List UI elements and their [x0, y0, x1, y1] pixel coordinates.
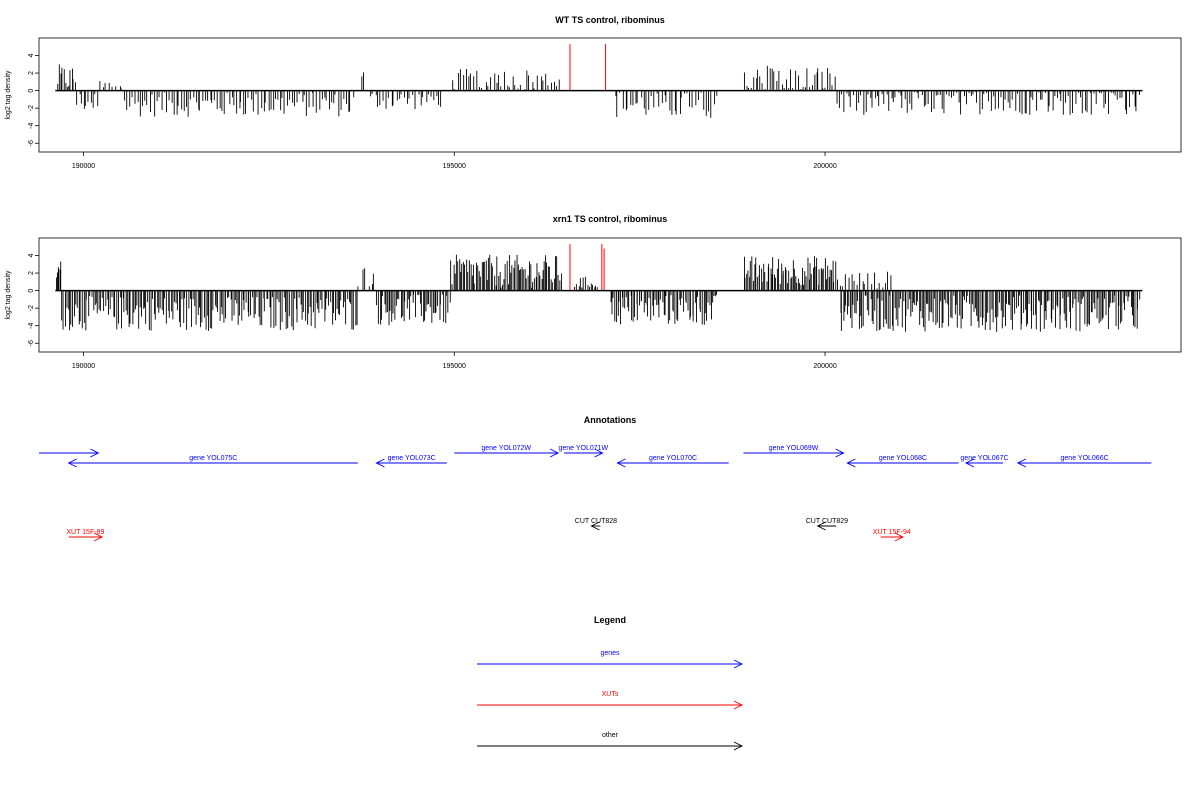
- y-axis: 4 2 0 -2 -4 -6: [28, 253, 39, 346]
- feature-label: CUT CUT829: [806, 518, 848, 525]
- arrow-head: [549, 448, 560, 458]
- arrow-head: [846, 458, 856, 468]
- x-tick-label: 195000: [443, 363, 466, 370]
- legend-item-label: genes: [600, 650, 620, 657]
- legend-item-label: XUTs: [602, 691, 619, 698]
- feature-other: CUT CUT829: [806, 518, 848, 531]
- density-bars: [57, 64, 1140, 118]
- legend-item: XUTs: [477, 691, 744, 710]
- arrow-head: [93, 532, 104, 542]
- arrow-head: [733, 659, 744, 669]
- panel-title: WT TS control, ribominus: [555, 15, 665, 25]
- y-tick-label: -2: [28, 305, 35, 311]
- arrow-head: [67, 458, 77, 468]
- feature-label: gene YOL072W: [481, 445, 531, 452]
- x-axis: 190000 195000 200000: [72, 352, 837, 370]
- arrow-head: [375, 458, 385, 468]
- x-axis: 190000 195000 200000: [72, 152, 837, 170]
- feature-label: gene YOL073C: [388, 455, 436, 462]
- feature-label: gene YOL069W: [769, 445, 819, 452]
- y-axis-label: log2 tag density: [5, 270, 12, 320]
- legend-title: Legend: [594, 615, 626, 625]
- arrow-head: [733, 700, 744, 710]
- y-tick-label: -4: [28, 322, 35, 328]
- highlight-bars: [569, 244, 605, 291]
- feature-label: gene YOL075C: [189, 455, 237, 462]
- plot-frame: [38, 37, 1182, 153]
- feature-label: gene YOL071W: [558, 445, 608, 452]
- y-axis-label: log2 tag density: [5, 70, 12, 120]
- arrow-head: [964, 458, 975, 468]
- feature-gene: gene YOL071W: [558, 445, 609, 458]
- feature-gene: gene YOL068C: [846, 455, 959, 468]
- y-axis: 4 2 0 -2 -4 -6: [28, 53, 39, 146]
- feature-gene: gene YOL067C: [960, 455, 1009, 468]
- feature-gene: gene YOL073C: [375, 455, 447, 468]
- density-bars: [56, 254, 1141, 332]
- feature-gene: gene YOL066C: [1016, 455, 1152, 468]
- x-tick-label: 200000: [813, 363, 836, 370]
- legend-item-label: other: [602, 732, 619, 739]
- feature-label: gene YOL068C: [879, 455, 927, 462]
- feature-gene: gene YOL072W: [454, 445, 560, 458]
- feature-label: gene YOL070C: [649, 455, 697, 462]
- feature-gene: gene YOL070C: [616, 455, 729, 468]
- legend-items: genes XUTs other: [477, 650, 744, 751]
- legend-item: genes: [477, 650, 744, 669]
- y-tick-label: -6: [28, 140, 35, 146]
- y-tick-label: -6: [28, 340, 35, 346]
- annotations-title: Annotations: [584, 415, 637, 425]
- y-tick-label: 2: [28, 271, 35, 275]
- feature-list: gene YOL075C gene YOL073C gene YOL072W gene…: [39, 445, 1152, 542]
- arrow-head: [816, 521, 826, 531]
- feature-label: gene YOL067C: [960, 455, 1008, 462]
- feature-gene: gene YOL075C: [67, 455, 358, 468]
- legend-item: other: [477, 732, 744, 751]
- legend: Legend genes XUTs other: [477, 615, 744, 751]
- panel-title: xrn1 TS control, ribominus: [553, 214, 668, 224]
- arrow-head: [90, 448, 100, 458]
- arrow-head: [590, 521, 600, 531]
- plot-frame: [38, 237, 1182, 353]
- highlight-bars: [569, 44, 607, 91]
- y-tick-label: 0: [28, 89, 35, 93]
- y-tick-label: 4: [28, 253, 35, 257]
- x-tick-label: 190000: [72, 163, 95, 170]
- feature-xut: XUT 15F-94: [873, 529, 911, 542]
- arrow-head: [616, 458, 626, 468]
- arrow-head: [894, 532, 904, 542]
- y-tick-label: -4: [28, 122, 35, 128]
- arrow-head: [594, 448, 604, 458]
- xrn1-density-panel: xrn1 TS control, ribominus log2 tag dens…: [5, 214, 1182, 370]
- arrow-head: [733, 741, 744, 751]
- annotations-track: Annotations gene YOL075C gene YOL073Cgene…: [39, 415, 1152, 542]
- y-tick-label: -2: [28, 105, 35, 111]
- feature-label: XUT 15F-89: [66, 529, 104, 536]
- feature-gene: [39, 448, 100, 458]
- feature-gene: gene YOL069W: [743, 445, 845, 458]
- y-tick-label: 2: [28, 71, 35, 75]
- x-tick-label: 195000: [443, 163, 466, 170]
- arrow-head: [1016, 458, 1027, 468]
- arrow-head: [835, 448, 845, 458]
- y-tick-label: 0: [28, 289, 35, 293]
- feature-label: XUT 15F-94: [873, 529, 911, 536]
- feature-other: CUT CUT828: [575, 518, 617, 531]
- feature-xut: XUT 15F-89: [66, 529, 104, 542]
- x-tick-label: 200000: [813, 163, 836, 170]
- feature-label: CUT CUT828: [575, 518, 617, 525]
- x-tick-label: 190000: [72, 363, 95, 370]
- y-tick-label: 4: [28, 53, 35, 57]
- wt-density-panel: WT TS control, ribominus log2 tag densit…: [5, 15, 1182, 170]
- feature-label: gene YOL066C: [1061, 455, 1109, 462]
